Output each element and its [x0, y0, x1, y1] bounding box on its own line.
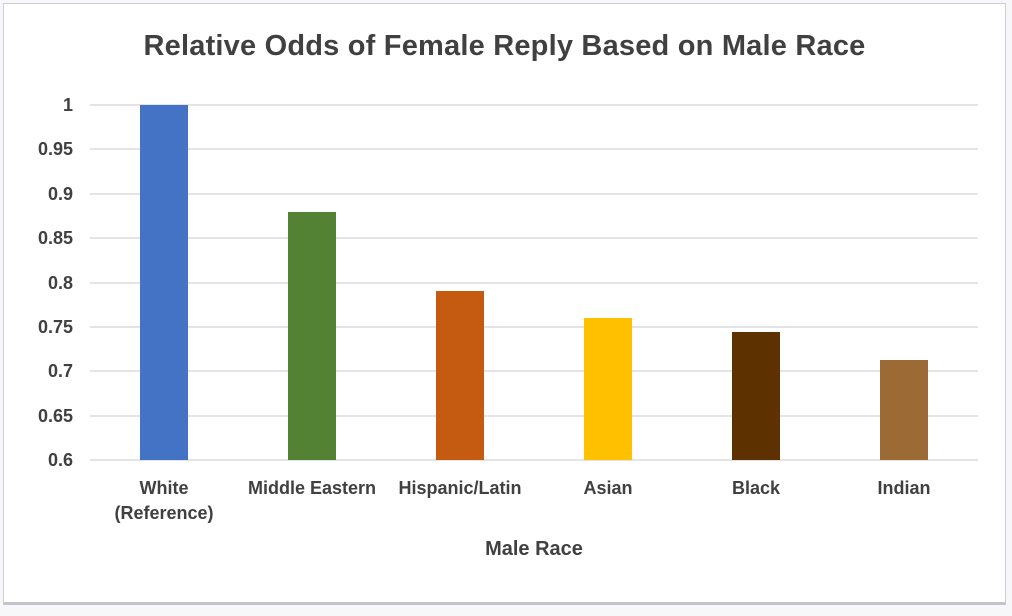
bar-white-reference[interactable]	[140, 105, 188, 460]
x-category-label: Asian	[583, 478, 633, 498]
x-axis-title: Male Race	[485, 538, 583, 560]
bar-middle-eastern[interactable]	[288, 211, 336, 460]
gridline-0.6	[90, 459, 978, 461]
x-category-label: White (Reference)	[114, 478, 214, 523]
gridline-1	[90, 104, 978, 106]
plot-area	[90, 104, 978, 461]
y-tick-label: 1	[62, 95, 73, 115]
y-tick-label: 0.75	[37, 316, 73, 337]
bar-black[interactable]	[732, 332, 780, 460]
gridline-0.7	[90, 370, 978, 373]
y-tick-label: 0.9	[47, 183, 73, 204]
x-category-label: Hispanic/Latin	[398, 478, 522, 498]
bar-asian[interactable]	[584, 318, 632, 460]
y-tick-label: 0.85	[37, 228, 73, 249]
y-tick-label: 0.6	[47, 450, 73, 470]
gridline-0.85	[90, 237, 978, 240]
y-tick-label: 0.8	[47, 272, 73, 293]
x-category-label: Middle Eastern	[247, 478, 377, 498]
chart-title: Relative Odds of Female Reply Based on M…	[143, 30, 866, 62]
x-category-label: Black	[731, 478, 781, 498]
gridline-0.8	[90, 281, 978, 284]
x-category-label: Indian	[877, 478, 931, 498]
y-tick-label: 0.95	[37, 139, 73, 160]
gridline-0.9	[90, 192, 978, 195]
gridline-0.75	[90, 325, 978, 328]
y-tick-label: 0.7	[47, 361, 73, 382]
bar-hispanic-latin[interactable]	[436, 291, 484, 460]
chart-card: Relative Odds of Female Reply Based on M…	[3, 3, 1006, 605]
gridline-0.65	[90, 414, 978, 417]
y-tick-label: 0.65	[37, 405, 73, 426]
bar-indian[interactable]	[880, 359, 928, 460]
gridline-0.95	[90, 148, 978, 151]
